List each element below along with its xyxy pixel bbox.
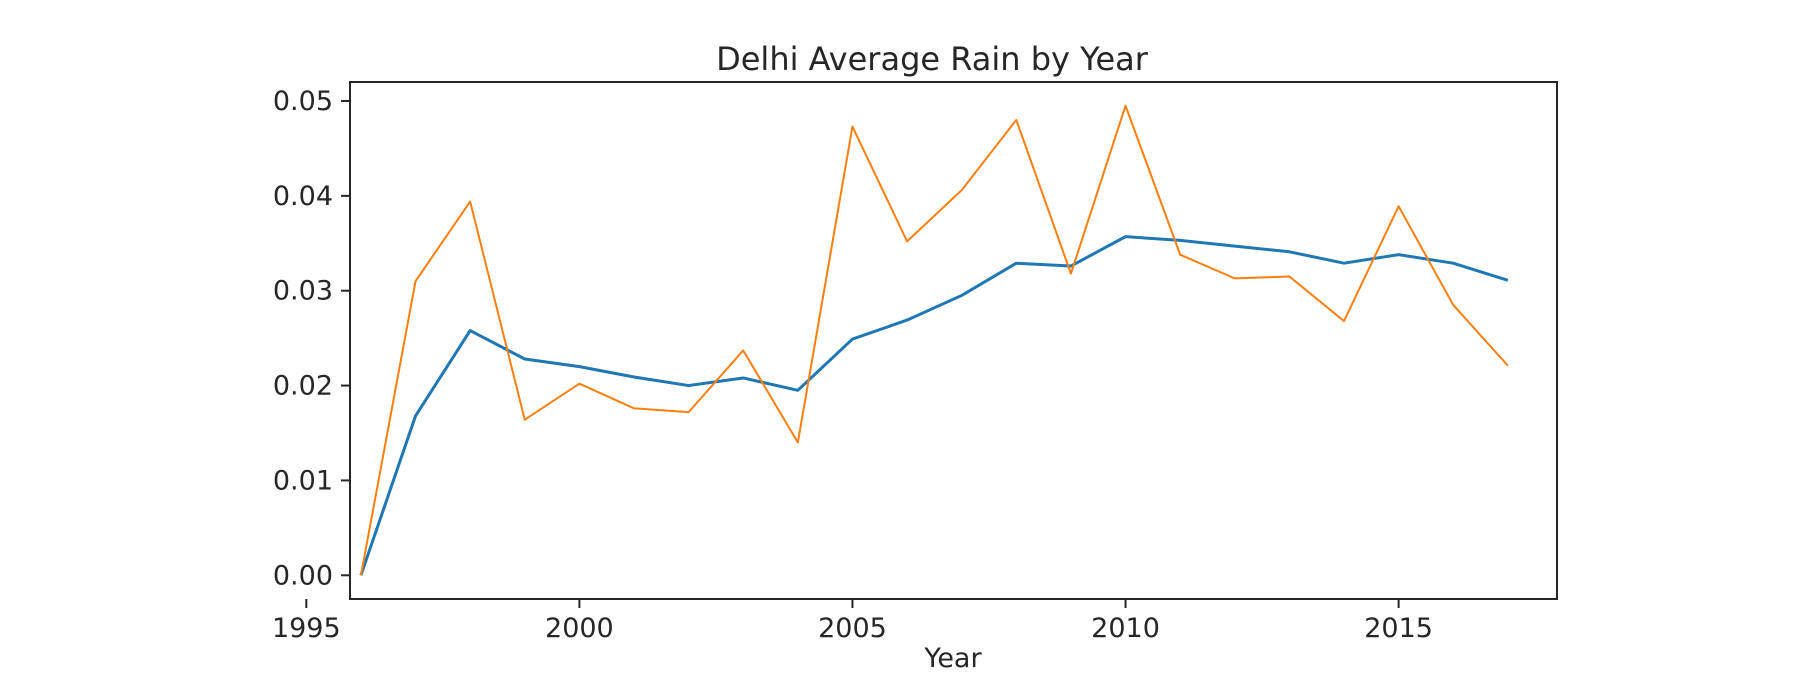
y-tick-label: 0.05: [273, 86, 333, 117]
y-tick-label: 0.04: [273, 181, 333, 212]
x-tick-label: 2005: [818, 613, 887, 644]
series-group: [359, 104, 1509, 576]
x-axis-label: Year: [923, 643, 982, 674]
y-tick-label: 0.01: [273, 465, 333, 496]
y-tick-label: 0.03: [273, 276, 333, 307]
series-line-2: [359, 104, 1509, 576]
x-tick-label: 2010: [1091, 613, 1160, 644]
x-axis: 1995 2000 2005 2010 2015: [272, 599, 1433, 644]
y-tick-label: 0.02: [273, 371, 333, 402]
y-axis: 0.00 0.01 0.02 0.03 0.04 0.05: [273, 86, 350, 591]
x-tick-label: 2015: [1364, 613, 1433, 644]
chart-title: Delhi Average Rain by Year: [716, 40, 1149, 78]
x-tick-label: 1995: [272, 613, 341, 644]
x-tick-label: 2000: [545, 613, 614, 644]
plot-frame: [349, 81, 1558, 600]
y-tick-label: 0.00: [273, 560, 333, 591]
series-line-1: [359, 235, 1509, 576]
